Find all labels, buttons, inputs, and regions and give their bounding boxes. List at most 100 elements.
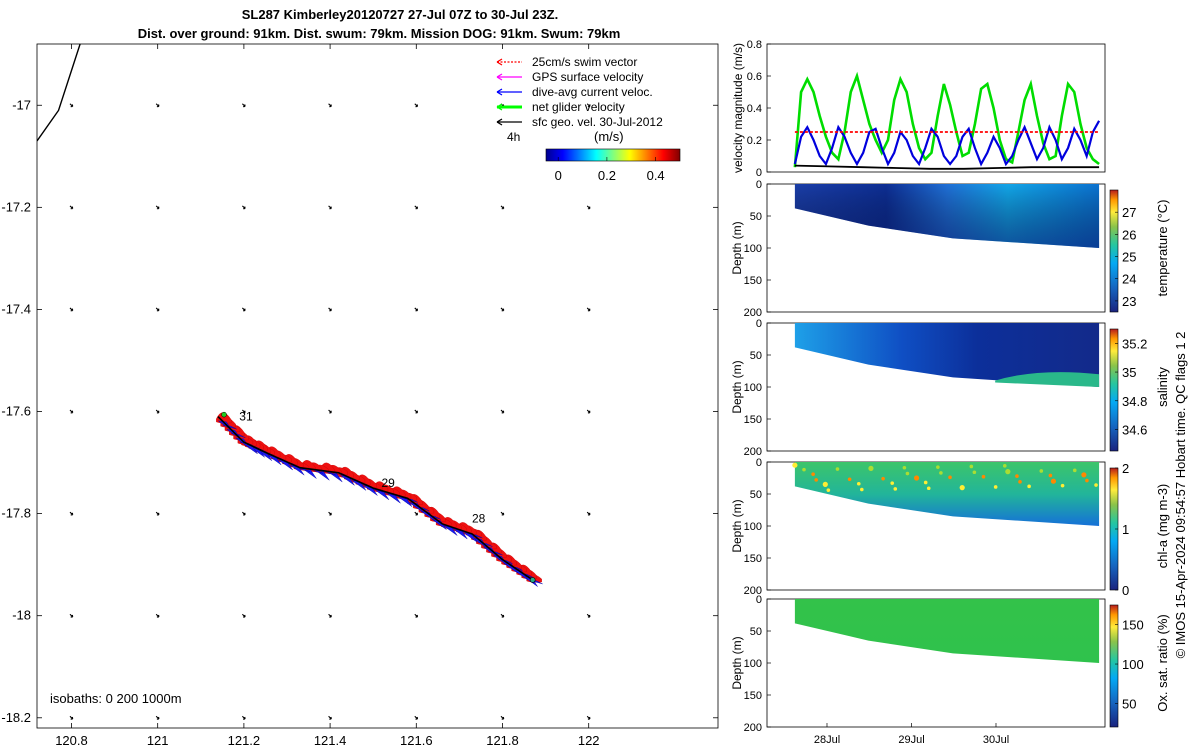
chl-point (1005, 469, 1011, 475)
chl-point (902, 465, 907, 470)
salinity-ylabel: Depth (m) (730, 360, 744, 413)
chl-point (1048, 473, 1053, 478)
geo-velocity-arrow (241, 103, 246, 108)
geo-velocity-arrow (328, 511, 332, 516)
geo-velocity-arrow (69, 511, 74, 516)
geo-velocity-arrow (328, 307, 332, 312)
chl-point (1081, 472, 1087, 478)
chl-point (856, 481, 861, 486)
oxygen-ylabel: Depth (m) (730, 636, 744, 689)
geo-velocity-arrow (414, 205, 419, 210)
geo-velocity-arrow (155, 715, 160, 720)
temperature-cbar-tick-label: 25 (1122, 250, 1136, 265)
colorbar-tick-label: 0 (555, 168, 562, 183)
chl-point (814, 478, 818, 482)
geo-velocity-arrow (328, 103, 332, 108)
oxygen-cbar-tick-label: 150 (1122, 618, 1144, 633)
salinity-cbar-tick-label: 35 (1122, 365, 1136, 380)
map-frame (36, 43, 719, 729)
salinity-cbar-tick-label: 34.6 (1122, 422, 1147, 437)
velocity-ytick-label: 0.6 (747, 71, 762, 83)
isobaths-label: isobaths: 0 200 1000m (50, 691, 182, 706)
legend-interval: 4h (507, 130, 520, 144)
chl-a-ylabel: Depth (m) (730, 499, 744, 552)
map-xtick-label: 121.4 (314, 733, 347, 748)
temperature-ylabel: Depth (m) (730, 221, 744, 274)
chl-a-ytick-label: 100 (744, 521, 762, 533)
day-label: 29 (382, 476, 396, 490)
salinity-panel: 0 50 100 150 200 Depth (m) 34.6 34.8 35 35.2 salin… (730, 318, 1170, 458)
day-label: 28 (472, 512, 486, 526)
geo-velocity-arrow (69, 307, 74, 312)
temperature-ytick-label: 0 (756, 179, 762, 191)
temperature-cbar-tick-label: 23 (1122, 294, 1136, 309)
geo-velocity-arrow (241, 613, 246, 618)
geo-velocity-arrow (500, 307, 505, 312)
geo-velocity-arrow (586, 103, 591, 108)
geo-velocity-arrow (155, 205, 160, 210)
velocity-panel: 0 0.2 0.4 0.6 0.8 velocity magnitude (m/s) (731, 39, 1106, 179)
geo-velocity-arrow (586, 511, 591, 516)
chl-point (993, 485, 998, 489)
chl-point (893, 487, 898, 491)
velocity-series-line (793, 120, 1101, 167)
chl-a-ytick-label: 0 (756, 457, 762, 469)
geo-velocity-arrow (500, 205, 505, 210)
geo-velocity-arrow (241, 205, 246, 210)
geo-velocity-arrow (241, 511, 246, 516)
chl-point (905, 471, 910, 476)
chl-a-panel: 0 50 100 150 200 Depth (m) 0 1 2 chl-a (mg m-3) (730, 457, 1170, 598)
chl-a-ytick-label: 50 (750, 489, 762, 501)
legend-label: net glider velocity (532, 100, 625, 114)
geo-velocity-arrow (69, 613, 74, 618)
map-ytick-label: -17.4 (1, 301, 31, 316)
oxygen-colorbar-label: Ox. sat. ratio (%) (1155, 614, 1170, 712)
chl-point (811, 472, 815, 476)
map-ytick-label: -17 (12, 97, 31, 112)
chl-point (835, 467, 840, 471)
oxygen-cbar-tick-label: 100 (1122, 657, 1144, 672)
chl-point (913, 475, 920, 481)
geo-velocity-arrow (500, 511, 505, 516)
temperature-colorbar-label: temperature (°C) (1155, 200, 1170, 297)
legend-arrowhead (496, 88, 503, 96)
geo-velocity-arrow (586, 205, 591, 210)
chl-point (959, 485, 965, 491)
chl-point (860, 487, 864, 492)
chl-point (1015, 474, 1019, 478)
temperature-panel: 0 50 100 150 200 Depth (m) 23 24 25 26 27 temperatu… (730, 179, 1170, 319)
geo-velocity-arrow (414, 103, 419, 108)
time-tick-label: 30Jul (983, 734, 1009, 746)
geo-velocity-arrow (241, 715, 246, 720)
oxygen-ytick-label: 200 (744, 722, 762, 734)
temperature-cbar-tick-label: 26 (1122, 227, 1136, 242)
chl-point (981, 474, 986, 479)
map-ytick-label: -18 (12, 608, 31, 623)
chl-point (1072, 468, 1077, 473)
geo-velocity-arrow (155, 409, 160, 414)
legend-label: 25cm/s swim vector (532, 55, 637, 69)
geo-velocity-arrow (586, 715, 591, 720)
map-xtick-label: 121.6 (400, 733, 433, 748)
title-line-1: SL287 Kimberley20120727 27-Jul 07Z to 30… (242, 7, 559, 22)
geo-velocity-arrow (414, 613, 419, 618)
velocity-ytick-label: 0.8 (747, 39, 762, 51)
speed-colorbar (545, 148, 681, 162)
geo-velocity-arrow (241, 409, 246, 414)
geo-velocity-arrow (328, 715, 332, 720)
chl-point (1085, 478, 1089, 483)
chl-point (926, 486, 931, 491)
geo-velocity-arrow (328, 409, 332, 414)
map-xtick-label: 121 (147, 733, 169, 748)
chl-point (1094, 483, 1098, 487)
colorbar-tick-label: 0.2 (598, 168, 616, 183)
salinity-ytick-label: 200 (744, 446, 762, 458)
temperature-ytick-label: 50 (750, 211, 762, 223)
geo-velocity-arrow (69, 715, 74, 720)
geo-velocity-arrow (586, 613, 591, 618)
legend-arrowhead (496, 58, 503, 66)
map-ytick-label: -17.6 (1, 404, 31, 419)
chl-a-section (794, 462, 1100, 526)
geo-velocity-arrow (500, 409, 505, 414)
